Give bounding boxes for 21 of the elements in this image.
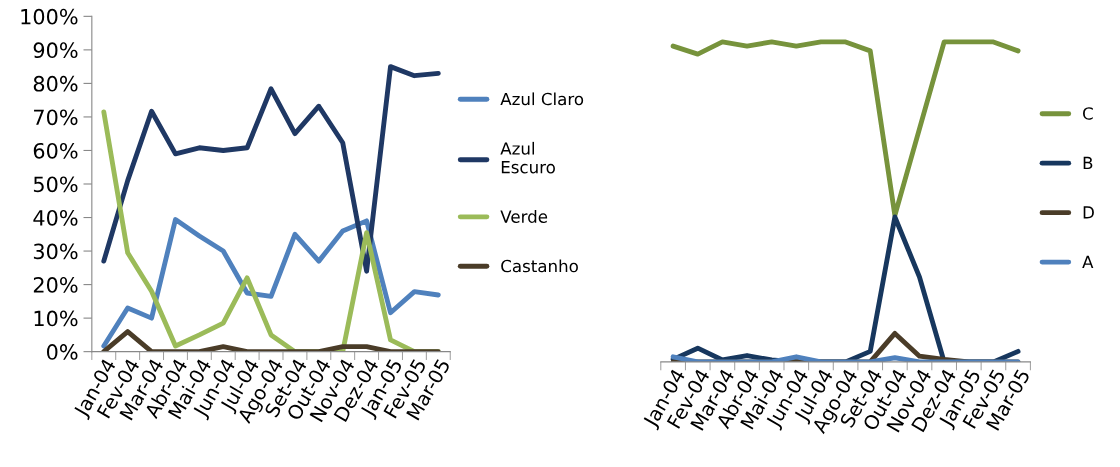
line-series	[101, 217, 441, 349]
legend-label: C	[1083, 107, 1093, 120]
legend-label: B	[1083, 156, 1093, 169]
y-tick-label: 60%	[33, 142, 78, 159]
y-tick-label: 80%	[33, 75, 78, 92]
legend-label: Castanho	[501, 259, 578, 273]
y-tick-label: 0%	[46, 344, 78, 360]
legend-label: Azul Claro	[500, 92, 584, 106]
y-tick-label: 90%	[33, 42, 78, 59]
y-tick-label: 10%	[34, 310, 78, 327]
legend-label: D	[1083, 206, 1094, 219]
y-tick-label: 20%	[33, 277, 78, 293]
line-series	[101, 64, 441, 274]
y-tick-label: 100%	[21, 8, 78, 25]
y-tick-label: 30%	[33, 243, 78, 260]
legend-label: Verde	[500, 210, 548, 223]
y-tick-label: 70%	[34, 109, 78, 126]
y-tick-label: 50%	[33, 176, 78, 193]
legend-label: Azul Escuro	[500, 141, 555, 174]
legend-label: A	[1082, 255, 1094, 268]
y-tick-label: 40%	[33, 209, 78, 226]
